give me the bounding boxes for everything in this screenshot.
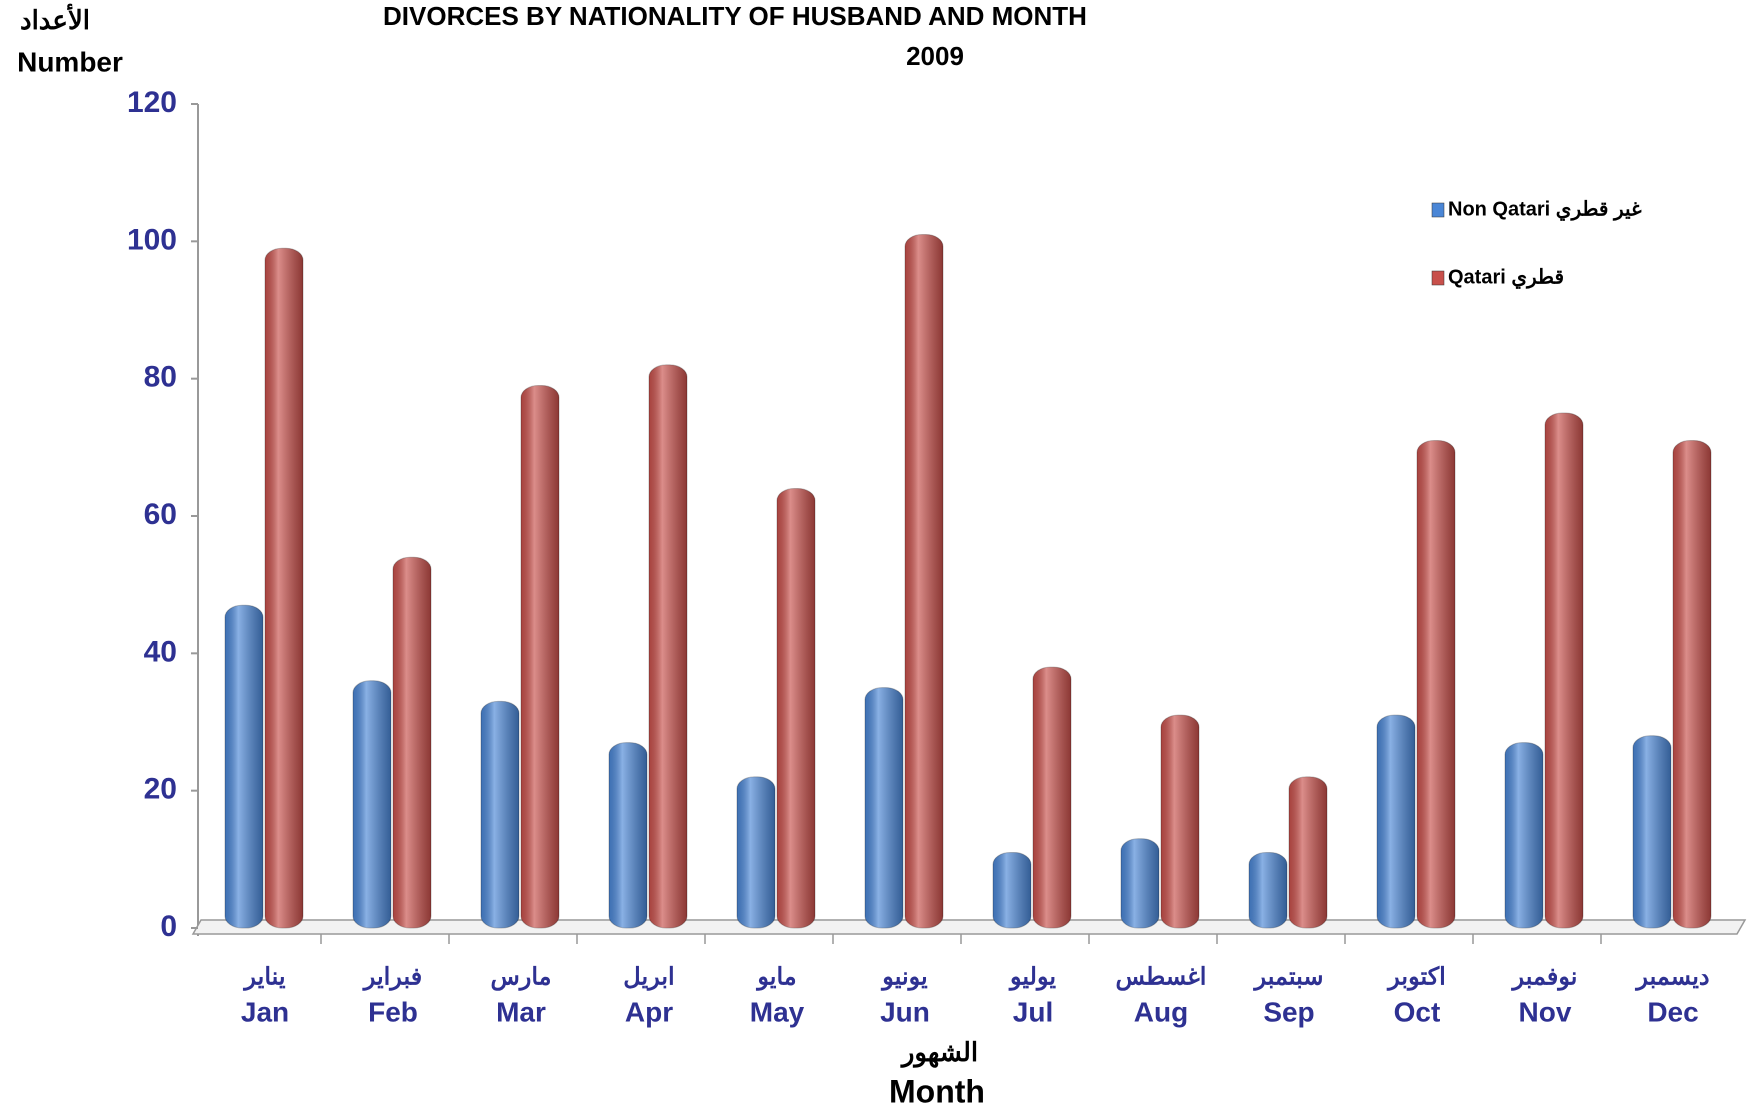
legend-label: Qatari قطري: [1448, 266, 1564, 289]
x-tick-label-ar: اكتوبر: [1386, 963, 1446, 991]
bar-shade: [1673, 440, 1711, 928]
y-tick-label: 100: [127, 223, 177, 256]
x-tick-label: Oct: [1394, 996, 1441, 1027]
x-tick-label-ar: اغسطس: [1116, 963, 1207, 991]
x-tick-label-ar: يوليو: [1008, 963, 1056, 991]
x-tick-label: Jul: [1013, 996, 1053, 1027]
x-tick-label: Sep: [1263, 996, 1314, 1027]
bar-shade: [609, 742, 647, 928]
legend-swatch: [1431, 202, 1445, 218]
floor: [191, 919, 1747, 935]
y-tick-label: 20: [144, 773, 177, 806]
x-tick-label: Jun: [880, 996, 930, 1027]
x-tick-label: Mar: [496, 996, 546, 1027]
x-tick-label: Aug: [1134, 996, 1188, 1027]
x-tick-label: Dec: [1647, 996, 1698, 1027]
bar-shade: [777, 488, 815, 928]
y-tick-label: 0: [160, 910, 177, 943]
x-axis-label-ar: الشهور: [900, 1037, 978, 1068]
bar-shade: [1289, 776, 1327, 928]
bar-shade: [1249, 852, 1287, 928]
chart-title: DIVORCES BY NATIONALITY OF HUSBAND AND M…: [383, 1, 1087, 31]
x-tick-label: Feb: [368, 996, 418, 1027]
x-tick-label-ar: ديسمبر: [1634, 963, 1709, 991]
x-tick-label-ar: يونيو: [880, 963, 928, 991]
y-tick-label: 40: [144, 635, 177, 668]
y-tick-label: 80: [144, 361, 177, 394]
x-tick-label-ar: نوفمبر: [1511, 963, 1578, 991]
y-axis-label-ar: الأعداد: [20, 3, 90, 35]
bar-shade: [737, 776, 775, 928]
bar-shade: [993, 852, 1031, 928]
x-tick-label-ar: يناير: [242, 963, 285, 991]
bar-shade: [905, 234, 943, 928]
x-tick-label: Apr: [625, 996, 673, 1027]
bar-shade: [265, 248, 303, 928]
x-axis-label: Month: [889, 1073, 985, 1109]
bar-shade: [1633, 735, 1671, 928]
bar-shade: [649, 364, 687, 928]
x-tick-label-ar: مايو: [755, 963, 796, 991]
bar-shade: [353, 680, 391, 928]
legend-swatch: [1431, 270, 1445, 286]
x-tick-label: Nov: [1519, 996, 1572, 1027]
bar-shade: [1377, 715, 1415, 928]
bar-shade: [521, 385, 559, 928]
y-axis-label: Number: [17, 46, 123, 77]
x-tick-label-ar: مارس: [490, 963, 551, 991]
x-tick-label-ar: سبتمبر: [1253, 963, 1324, 991]
x-tick-label-ar: ابريل: [623, 963, 674, 991]
bar-shade: [481, 701, 519, 928]
y-tick-label: 120: [127, 86, 177, 119]
bar-shade: [1505, 742, 1543, 928]
x-tick-label-ar: فبراير: [362, 963, 423, 991]
x-tick-label: May: [750, 996, 805, 1027]
bar-shade: [1417, 440, 1455, 928]
bar-shade: [865, 687, 903, 928]
bar-shade: [393, 557, 431, 928]
bar-shade: [1121, 838, 1159, 928]
bar-shade: [1033, 667, 1071, 928]
chart-subtitle: 2009: [906, 41, 964, 71]
bar-shade: [1545, 413, 1583, 928]
x-tick-label: Jan: [241, 996, 289, 1027]
legend-label: Non Qatari غير قطري: [1448, 198, 1642, 221]
y-tick-label: 60: [144, 498, 177, 531]
bar-shade: [225, 605, 263, 928]
bar-shade: [1161, 715, 1199, 928]
